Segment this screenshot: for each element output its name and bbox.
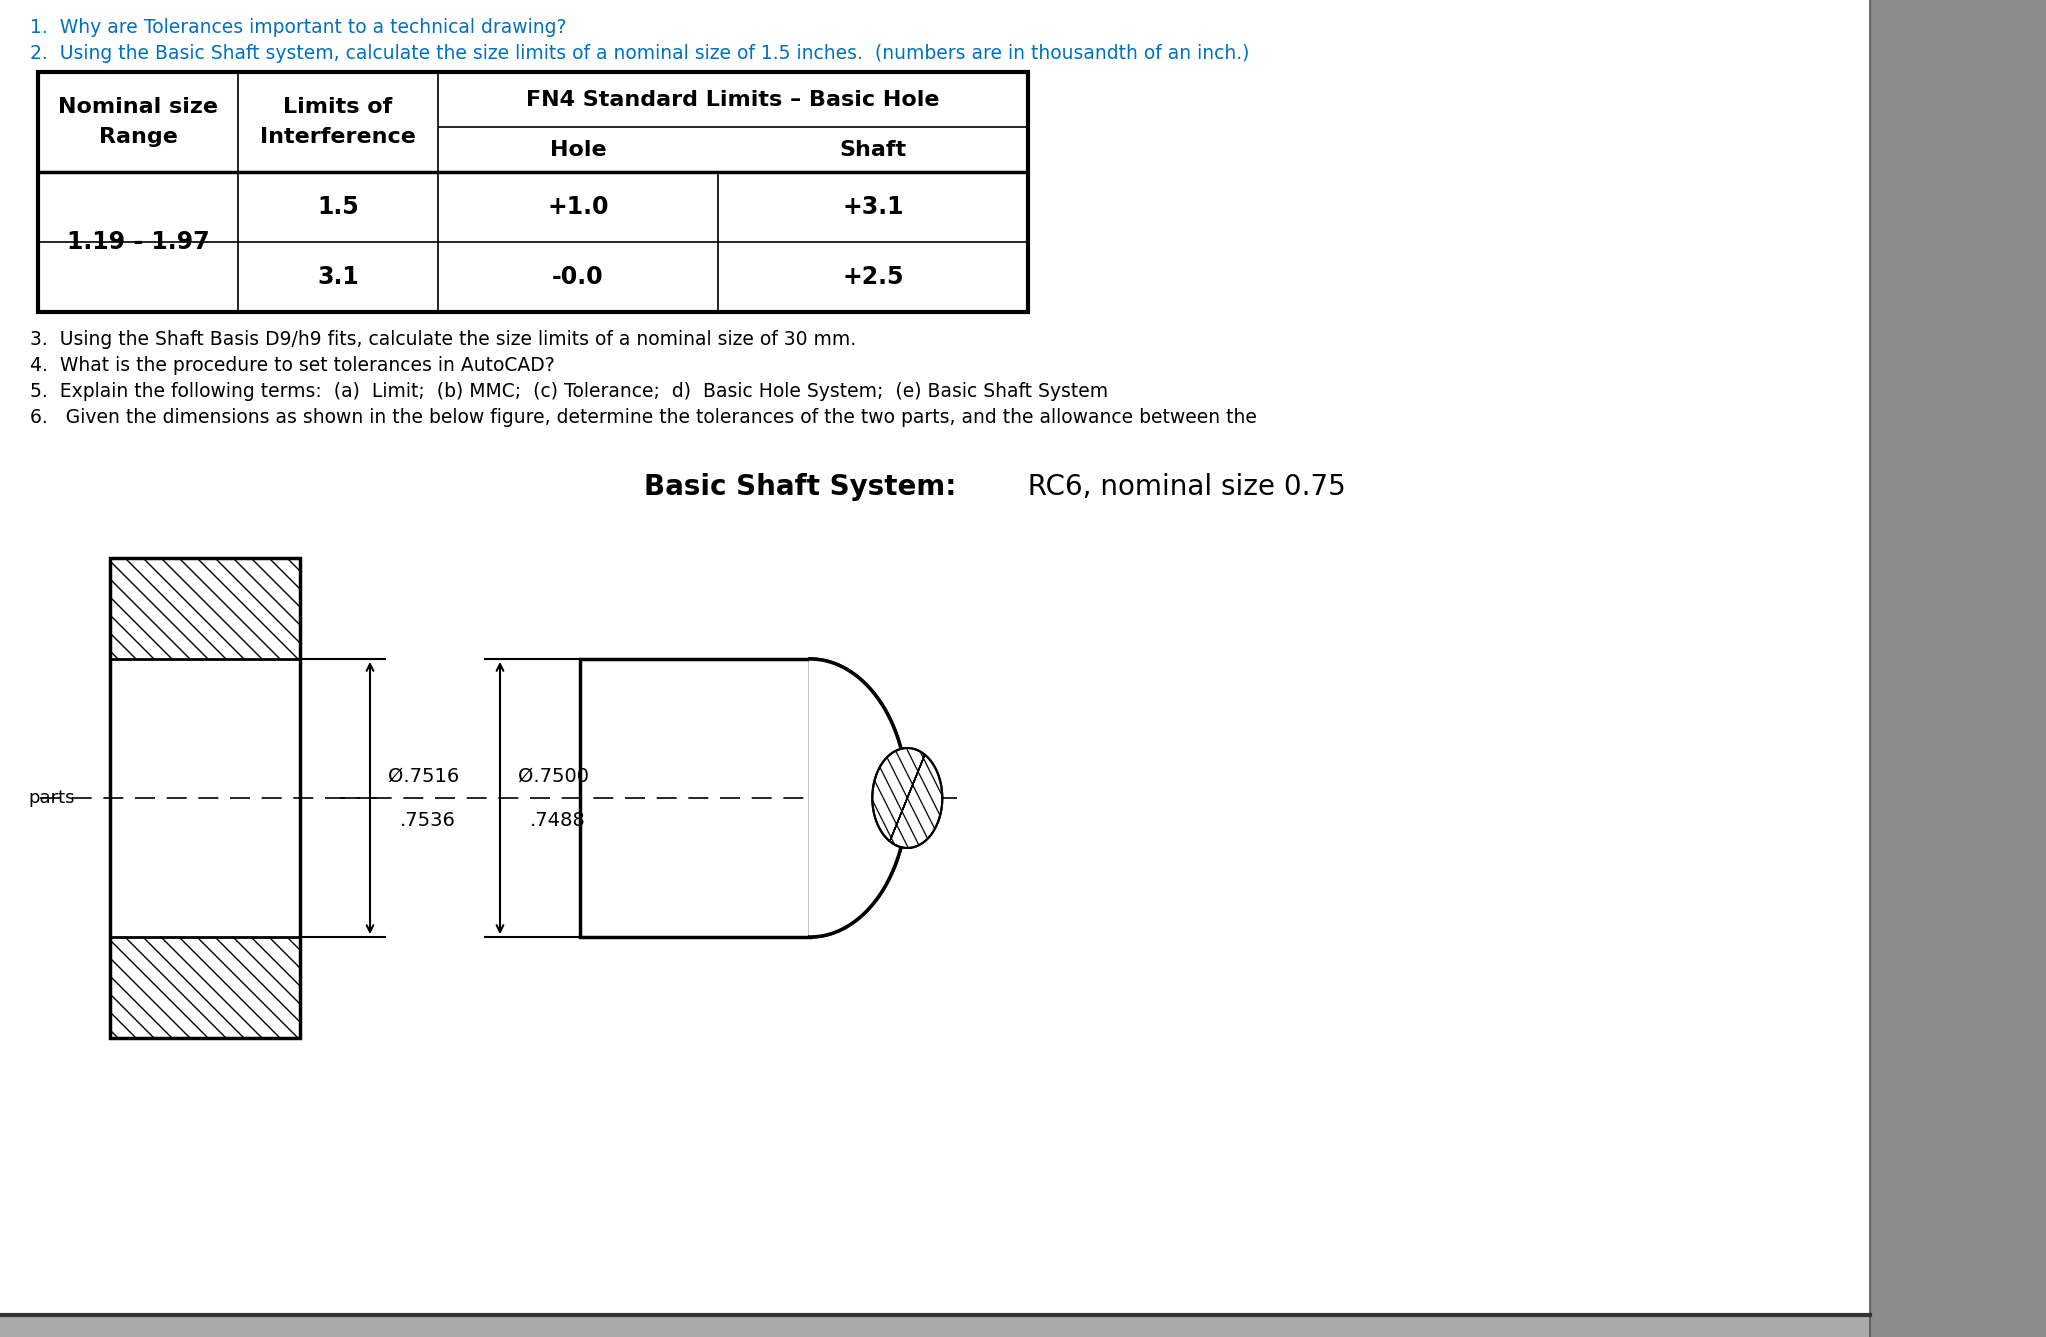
Text: 6.   Given the dimensions as shown in the below figure, determine the tolerances: 6. Given the dimensions as shown in the … <box>31 408 1256 427</box>
Polygon shape <box>872 747 943 848</box>
Text: +2.5: +2.5 <box>843 265 904 289</box>
Bar <box>110 558 301 1038</box>
Text: 1.19 - 1.97: 1.19 - 1.97 <box>68 230 209 254</box>
Bar <box>110 558 301 659</box>
Text: 1.5: 1.5 <box>317 195 358 219</box>
Text: Ø.7500: Ø.7500 <box>518 766 589 786</box>
Text: Shaft: Shaft <box>839 140 906 160</box>
Text: +1.0: +1.0 <box>546 195 610 219</box>
Text: 3.  Using the Shaft Basis D9/h9 fits, calculate the size limits of a nominal siz: 3. Using the Shaft Basis D9/h9 fits, cal… <box>31 330 855 349</box>
Text: parts: parts <box>29 789 74 808</box>
Text: .7488: .7488 <box>530 810 585 829</box>
Text: .7536: .7536 <box>401 810 456 829</box>
Text: -0.0: -0.0 <box>552 265 604 289</box>
Text: Hole: Hole <box>550 140 606 160</box>
Text: 5.  Explain the following terms:  (a)  Limit;  (b) MMC;  (c) Tolerance;  d)  Bas: 5. Explain the following terms: (a) Limi… <box>31 382 1109 401</box>
Text: Limits of
Interference: Limits of Interference <box>260 98 415 147</box>
Text: 2.  Using the Basic Shaft system, calculate the size limits of a nominal size of: 2. Using the Basic Shaft system, calcula… <box>31 44 1250 63</box>
Text: FN4 Standard Limits – Basic Hole: FN4 Standard Limits – Basic Hole <box>526 90 939 110</box>
Bar <box>39 72 1027 312</box>
Bar <box>579 659 810 937</box>
Text: 1.  Why are Tolerances important to a technical drawing?: 1. Why are Tolerances important to a tec… <box>31 17 567 37</box>
Polygon shape <box>810 659 906 937</box>
Text: 4.  What is the procedure to set tolerances in AutoCAD?: 4. What is the procedure to set toleranc… <box>31 356 554 374</box>
Bar <box>110 937 301 1038</box>
Bar <box>1870 0 2046 1337</box>
Bar <box>0 1316 1870 1337</box>
Text: RC6, nominal size 0.75: RC6, nominal size 0.75 <box>1011 473 1346 501</box>
Text: Basic Shaft System:: Basic Shaft System: <box>644 473 955 501</box>
Text: Ø.7516: Ø.7516 <box>389 766 458 786</box>
Text: 3.1: 3.1 <box>317 265 358 289</box>
Text: Nominal size
Range: Nominal size Range <box>57 98 219 147</box>
Bar <box>0 1316 1870 1337</box>
Bar <box>110 659 301 937</box>
Text: +3.1: +3.1 <box>843 195 904 219</box>
